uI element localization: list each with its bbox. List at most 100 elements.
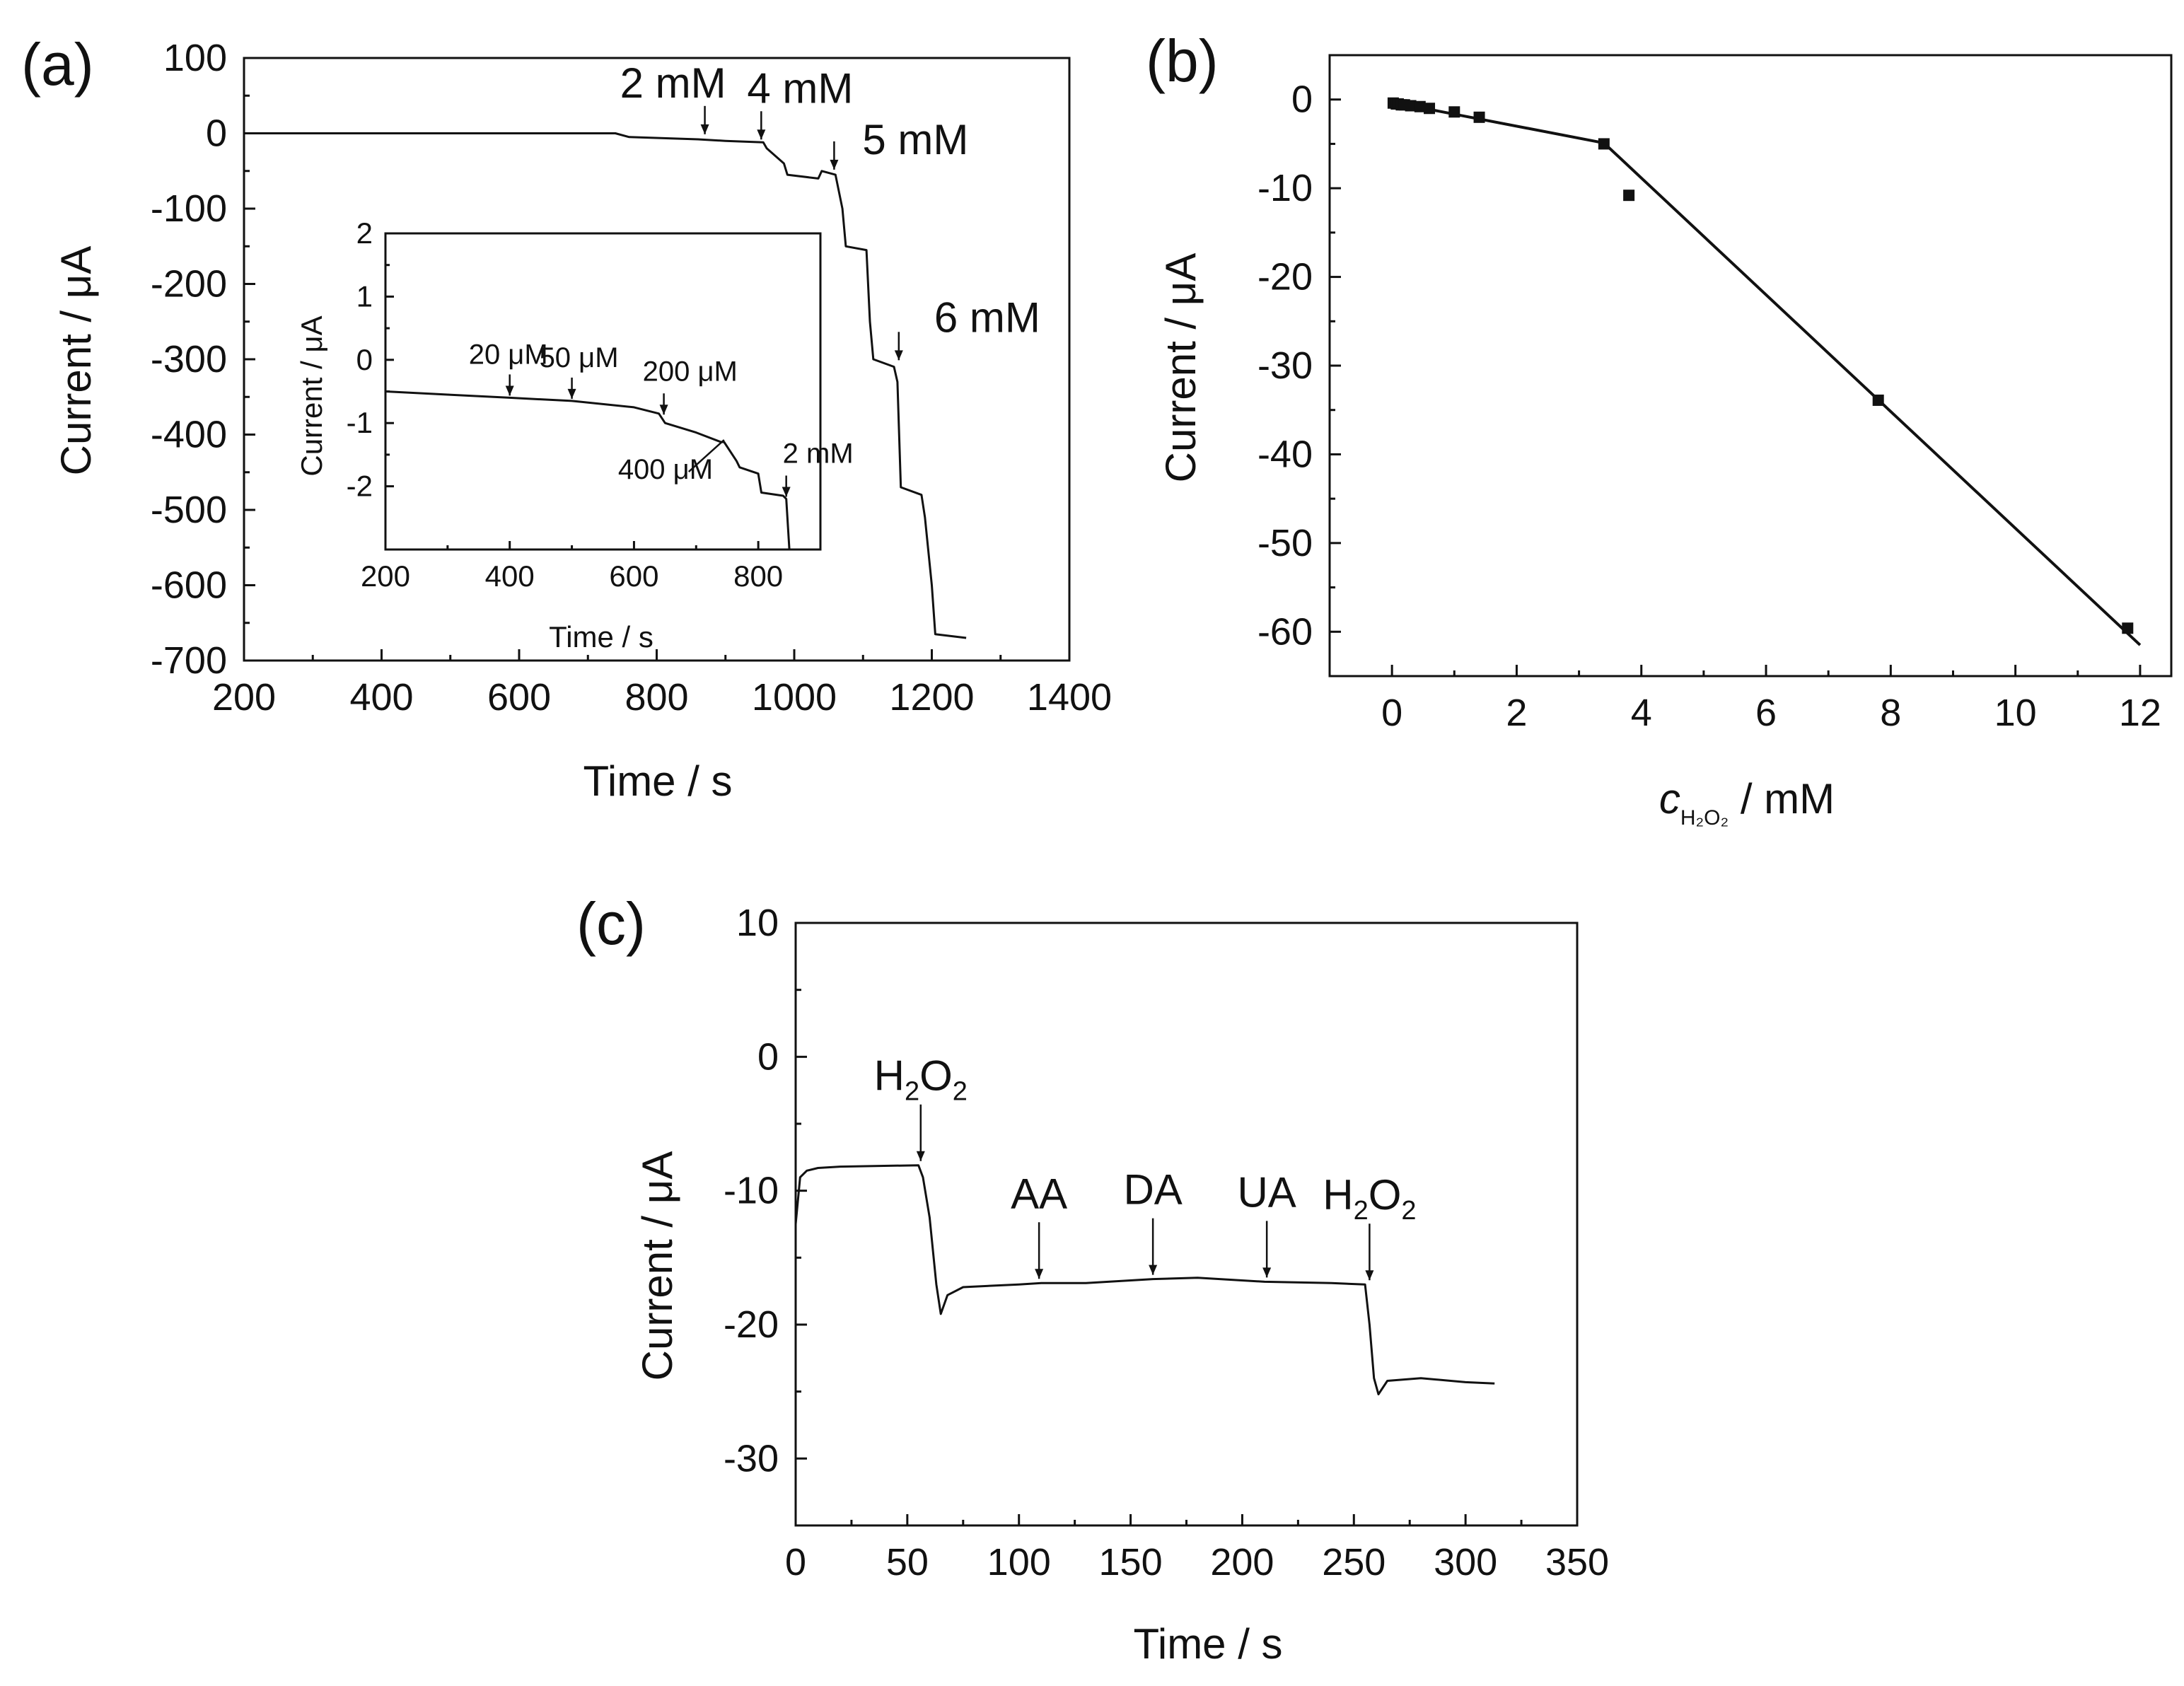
panel-a-annotation-arrow-head — [830, 159, 839, 170]
panel-a-y-tick-label: -500 — [151, 489, 227, 531]
panel-b-data-point — [1414, 100, 1426, 112]
panel-a-annotation-label: 4 mM — [747, 64, 853, 112]
panel-c-annotation-label: UA — [1237, 1168, 1296, 1216]
panel-b-data-point — [1598, 138, 1610, 150]
panel-c-annotation-label: AA — [1011, 1170, 1067, 1217]
panel-c-annotation-arrow-head — [1262, 1267, 1272, 1278]
panel-c-annotation-arrow-head — [1149, 1264, 1158, 1275]
panel-b-data-point — [1424, 103, 1436, 115]
inset-y-title: Current / μA — [295, 315, 328, 476]
panel-c-annotation-arrow-head — [916, 1151, 925, 1161]
inset-y-tick-label: 0 — [356, 343, 373, 376]
panel-c-trace — [794, 1164, 1495, 1395]
panel-c: (c) 0 50 100 150 200 250 300 350 100-10-20-30 T… — [576, 890, 1609, 1668]
panel-b-fit-lines — [1391, 100, 2142, 646]
panel-b-data-point — [1623, 190, 1635, 202]
panel-a-y-tick-label: -100 — [151, 187, 227, 230]
panel-a-x-tick-label: 200 — [212, 676, 276, 719]
annotation-o: O — [919, 1052, 953, 1100]
panel-a-annotations: 2 mM 4 mM5 mM 6 mM — [620, 59, 1040, 361]
inset-x-tick-label: 200 — [361, 559, 410, 593]
inset-annotation-leader — [687, 439, 725, 472]
annotation-h: H — [1323, 1171, 1353, 1219]
panel-c-y-tick-label: -10 — [724, 1170, 779, 1212]
inset-x-ticks: 200 400 600 800 — [361, 541, 783, 593]
inset-annotation-arrow-head — [782, 487, 791, 497]
inset-y-ticks: 2 1 0 -1 -2 — [347, 216, 394, 503]
panel-c-annotation-label: DA — [1123, 1166, 1182, 1214]
panel-b-x-title-symbol: c — [1659, 775, 1680, 822]
panel-b-points — [1387, 97, 2134, 634]
annotation-sub: 2 — [1354, 1196, 1369, 1226]
panel-c-x-tick-label: 0 — [785, 1541, 806, 1583]
panel-c-y-tick-label: 10 — [736, 902, 779, 944]
panel-c-annotation-label: H2O2 — [1323, 1171, 1416, 1226]
annotation-o: O — [1369, 1171, 1402, 1219]
panel-a-x-title: Time / s — [583, 757, 732, 805]
panel-c-annotation-arrow-head — [1035, 1269, 1044, 1279]
panel-b-data-point — [1872, 394, 1884, 406]
panel-c-y-title: Current / μA — [634, 1151, 681, 1381]
panel-b-x-ticks: 0 2 4 6 8 10 12 — [1381, 665, 2161, 734]
panel-a-y-tick-label: -300 — [151, 338, 227, 380]
annotation-sub: 2 — [953, 1077, 968, 1107]
panel-a-annotation-label: 6 mM — [934, 293, 1040, 341]
panel-b-x-tick-label: 4 — [1631, 692, 1652, 734]
annotation-sub: 2 — [1401, 1196, 1416, 1226]
panel-b-x-tick-label: 2 — [1506, 692, 1527, 734]
panel-b-y-tick-label: -60 — [1257, 610, 1313, 653]
panel-a-y-tick-label: -200 — [151, 263, 227, 306]
panel-a-y-tick-label: -700 — [151, 639, 227, 682]
inset-annotation-arrow-head — [505, 385, 514, 396]
inset-annotation-label: 400 μM — [618, 454, 713, 485]
panel-a-annotation-label: 2 mM — [620, 59, 726, 107]
inset-x-tick-label: 800 — [733, 559, 783, 593]
panel-b-y-tick-label: -30 — [1257, 344, 1313, 387]
panel-c-x-tick-label: 150 — [1099, 1541, 1163, 1583]
panel-c-annotation-label: H2O2 — [874, 1052, 968, 1107]
panel-a-y-tick-label: 100 — [163, 37, 227, 79]
inset-annotation-arrow-head — [659, 405, 668, 415]
panel-b-y-tick-label: -20 — [1257, 256, 1313, 298]
panel-b-plot-frame — [1328, 54, 2173, 678]
panel-b-data-point — [2122, 622, 2134, 634]
panel-b-y-title: Current / μA — [1157, 253, 1204, 483]
panel-b-y-tick-label: -10 — [1257, 167, 1313, 209]
inset-x-tick-label: 400 — [485, 559, 535, 593]
panel-a-annotation-arrow-head — [757, 129, 766, 140]
panel-c-plot-frame — [794, 922, 1579, 1527]
panel-a-x-tick-label: 1400 — [1027, 676, 1112, 719]
inset-annotation-label: 2 mM — [783, 438, 854, 469]
panel-c-x-tick-label: 300 — [1434, 1541, 1497, 1583]
panel-a-y-title: Current / μA — [52, 246, 100, 476]
panel-b-label: (b) — [1146, 28, 1219, 94]
panel-a-y-tick-label: 0 — [206, 112, 227, 155]
panel-b-x-tick-label: 8 — [1880, 692, 1901, 734]
annotation-h: H — [874, 1052, 905, 1100]
panel-b-y-tick-label: -50 — [1257, 522, 1313, 564]
panel-a-trace — [244, 132, 967, 639]
panel-b-fit-line — [1603, 141, 2142, 646]
panel-b-x-tick-label: 6 — [1755, 692, 1777, 734]
panel-c-label: (c) — [576, 890, 646, 957]
panel-c-x-tick-label: 200 — [1210, 1541, 1274, 1583]
panel-a-label: (a) — [21, 31, 94, 98]
panel-c-y-ticks: 10 0 -10 -20 -30 — [724, 902, 807, 1479]
panel-b-x-title-unit: / mM — [1729, 775, 1835, 822]
panel-c-y-tick-label: -20 — [724, 1303, 779, 1346]
panel-c-x-tick-label: 250 — [1322, 1541, 1386, 1583]
panel-b-data-point — [1473, 111, 1485, 123]
annotation-sub: 2 — [905, 1077, 919, 1107]
inset-y-tick-label: -2 — [347, 470, 373, 503]
panel-b-x-tick-label: 12 — [2119, 692, 2161, 734]
panel-a-x-tick-label: 1200 — [889, 676, 974, 719]
panel-b-x-title: cH₂O₂ / mM — [1659, 775, 1835, 830]
panel-a-y-tick-label: -400 — [151, 414, 227, 456]
panel-a-x-tick-label: 1000 — [752, 676, 837, 719]
panel-a-annotation-label: 5 mM — [862, 116, 968, 163]
panel-a: (a) 200 400 600 800 1000 1200 1400 1000-100-20… — [21, 31, 1112, 805]
panel-a-annotation-arrow-head — [700, 124, 709, 134]
inset-y-tick-label: 2 — [356, 216, 373, 250]
panel-c-x-ticks: 0 50 100 150 200 250 300 350 — [785, 1514, 1609, 1583]
